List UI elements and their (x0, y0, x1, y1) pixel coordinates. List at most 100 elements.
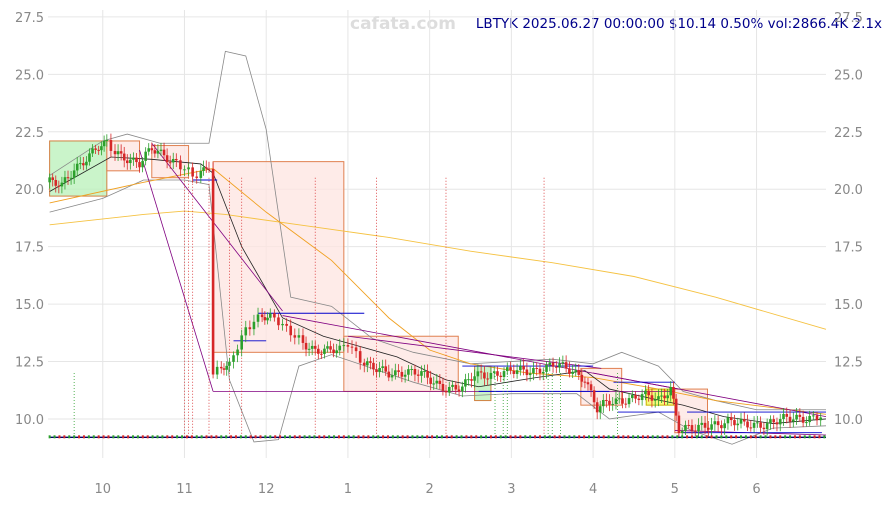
candle-body (736, 423, 740, 426)
candle-body (666, 395, 669, 399)
volume-bar (377, 435, 380, 439)
candle-body (697, 424, 700, 432)
candle-body (204, 167, 208, 169)
candle-body (690, 425, 694, 431)
candle-body (147, 148, 151, 152)
candle-body (742, 419, 746, 422)
candle-body (512, 370, 516, 374)
candle-body (605, 399, 608, 401)
volume-bar (190, 435, 193, 439)
volume-bar (759, 435, 762, 439)
volume-bar (740, 435, 743, 439)
volume-bar (146, 435, 149, 439)
volume-bar (48, 435, 51, 439)
candle-body (122, 153, 126, 161)
y-tick-label-right: 17.5 (834, 241, 863, 256)
volume-bar (548, 435, 551, 439)
volume-bar (421, 435, 424, 439)
volume-bar (592, 435, 595, 439)
candle-body (426, 370, 429, 378)
y-tick-label-right: 25.0 (834, 68, 863, 83)
candle-body (232, 355, 235, 362)
candle-body (168, 162, 172, 164)
trendline (593, 372, 827, 418)
candle-body (680, 431, 684, 433)
candle-body (663, 395, 666, 399)
volume-bar (553, 435, 556, 439)
volume-bar (357, 435, 360, 439)
volume-bar (318, 435, 321, 439)
volume-bar (185, 435, 188, 439)
candle-body (48, 177, 51, 183)
candle-body (592, 390, 596, 403)
volume-bar (808, 435, 811, 439)
candle-body (289, 325, 293, 336)
volume-bar (651, 435, 654, 439)
candle-body (323, 348, 326, 354)
volume-bar (436, 435, 438, 439)
volume-bar (53, 435, 56, 439)
header-volume: vol:2866.4K (767, 16, 849, 32)
volume-bar (494, 435, 497, 439)
candle-body (798, 414, 802, 417)
candle-body (515, 370, 519, 374)
candle-body (595, 402, 599, 413)
candle-body (51, 177, 54, 180)
candle-body (627, 398, 631, 405)
y-tick-label-right: 12.5 (834, 356, 863, 371)
candle-body (792, 419, 795, 422)
volume-bar (347, 435, 350, 439)
candle-body (778, 419, 782, 425)
candle-body (263, 317, 267, 321)
candle-body (660, 395, 663, 397)
candle-body (577, 370, 581, 375)
volume-bar (514, 435, 517, 439)
candle-body (580, 374, 584, 382)
x-tick-label: 2 (426, 482, 434, 497)
candle-body (116, 151, 120, 155)
volume-bar (141, 435, 144, 439)
candle-body (228, 361, 231, 366)
volume-bar (754, 435, 757, 439)
candle-body (397, 370, 400, 372)
volume-bar (568, 435, 571, 439)
candle-body (492, 371, 496, 373)
candle-body (710, 424, 713, 430)
candle-body (256, 314, 260, 322)
volume-bar (529, 435, 532, 439)
candle-body (369, 361, 372, 363)
volume-bar (470, 435, 473, 439)
candle-body (713, 421, 717, 425)
volume-bar (578, 435, 581, 439)
candle-body (672, 386, 675, 399)
volume-bar (308, 435, 311, 439)
volume-bar (210, 435, 213, 439)
x-tick-label: 12 (258, 482, 275, 497)
volume-bar (656, 435, 659, 439)
y-tick-label-left: 12.5 (15, 356, 44, 371)
candle-body (179, 160, 182, 170)
volume-bar (779, 435, 782, 439)
candle-body (586, 382, 590, 385)
volume-bar (485, 435, 488, 439)
volume-bar (798, 435, 801, 439)
volume-bar (426, 435, 429, 439)
candle-body (63, 177, 67, 183)
volume-bar (543, 435, 546, 439)
candle-body (381, 366, 384, 368)
candle-body (561, 362, 565, 364)
volume-bar (617, 435, 620, 439)
candle-body (304, 342, 308, 350)
y-tick-label-right: 22.5 (834, 126, 863, 141)
candle-body (199, 170, 203, 178)
candle-body (94, 148, 97, 150)
band-lower-line (49, 179, 827, 445)
volume-bar (259, 435, 262, 439)
volume-bar (131, 435, 134, 439)
volume-bar (269, 435, 272, 439)
volume-bar (82, 435, 85, 439)
candle-body (141, 160, 144, 168)
volume-bar (200, 435, 203, 439)
candle-body (467, 379, 470, 381)
candle-body (451, 384, 454, 387)
